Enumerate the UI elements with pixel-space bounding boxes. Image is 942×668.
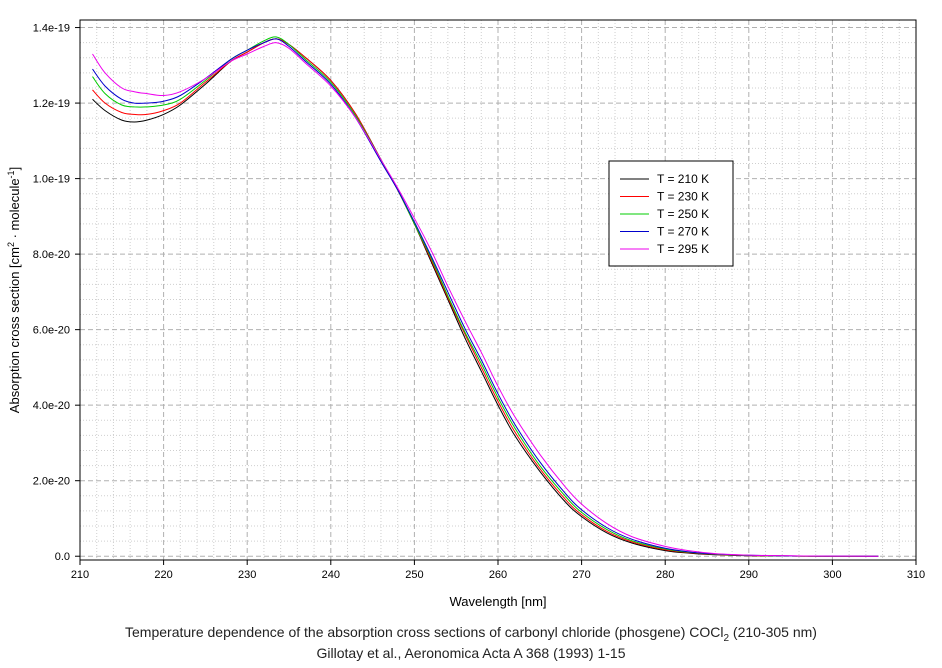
y-tick-label: 6.0e-20 [33,325,70,337]
series-line-4 [92,38,879,557]
y-tick-label: 1.4e-19 [33,23,70,35]
y-tick-label: 8.0e-20 [33,249,70,261]
series-line-1 [92,38,879,557]
y-tick-label: 2.0e-20 [33,476,70,488]
figure-caption-reference: Gillotay et al., Aeronomica Acta A 368 (… [316,645,626,661]
x-tick-label: 260 [489,569,507,581]
y-tick-label: 1.2e-19 [33,98,70,110]
x-tick-label: 230 [238,569,256,581]
axis-ticks: 210 220 230 240 250 260 270 280 290 300 310 0.0 2.0e… [33,23,925,581]
x-tick-label: 310 [907,569,925,581]
figure-caption-title: Temperature dependence of the absorption… [125,624,817,644]
chart: 210 220 230 240 250 260 270 280 290 300 310 0.0 2.0e… [6,19,925,609]
series-lines [92,36,879,557]
legend-label-4: T = 270 K [657,225,709,239]
x-tick-label: 250 [405,569,423,581]
series-line-5 [92,42,879,557]
x-tick-label: 220 [154,569,172,581]
y-tick-label: 0.0 [55,551,70,563]
legend-label-5: T = 295 K [657,242,709,256]
series-line-2 [92,38,879,557]
x-tick-label: 300 [823,569,841,581]
legend-label-3: T = 250 K [657,207,709,221]
x-tick-label: 280 [656,569,674,581]
x-tick-label: 210 [71,569,89,581]
y-tick-label: 1.0e-19 [33,174,70,186]
x-tick-label: 270 [572,569,590,581]
legend: T = 210 K T = 230 K T = 250 K T = 270 K T = … [608,160,734,267]
x-tick-label: 290 [740,569,758,581]
legend-label-1: T = 210 K [657,172,709,186]
series-line-3 [92,36,879,557]
x-tick-label: 240 [322,569,340,581]
grid [79,20,917,560]
legend-label-2: T = 230 K [657,190,709,204]
y-axis-label: Absorption cross section [cm2 · molecule… [6,167,22,413]
y-tick-label: 4.0e-20 [33,400,70,412]
x-axis-label: Wavelength [nm] [449,594,546,609]
